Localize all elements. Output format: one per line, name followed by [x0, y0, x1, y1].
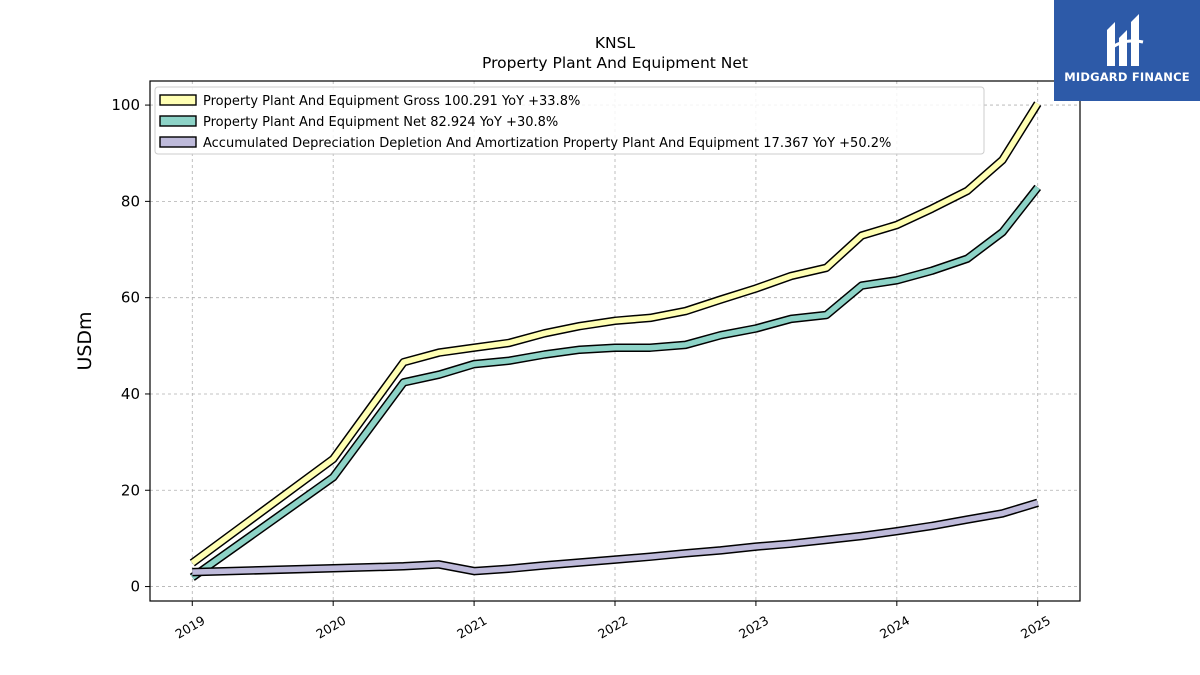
legend-swatch-2 — [159, 136, 197, 148]
x-tick-label: 2024 — [877, 613, 912, 642]
y-tick-label: 60 — [121, 289, 140, 307]
chart-title: KNSL — [595, 34, 636, 52]
series-layer — [189, 101, 1042, 581]
logo-mark-icon — [1107, 14, 1144, 66]
grid-layer — [150, 81, 1080, 601]
legend-box — [154, 86, 985, 155]
y-tick-label: 100 — [111, 96, 140, 114]
x-tick-label: 2020 — [313, 613, 348, 642]
x-tick-label: 2025 — [1018, 613, 1053, 642]
x-tick-label: 2021 — [454, 613, 489, 642]
legend-label-2: Accumulated Depreciation Depletion And A… — [203, 136, 891, 151]
legend-swatch-1 — [159, 115, 197, 127]
x-tick-label: 2022 — [595, 613, 630, 642]
x-tick-label: 2023 — [736, 613, 771, 642]
legend-label-1: Property Plant And Equipment Net 82.924 … — [203, 115, 558, 130]
y-tick-label: 20 — [121, 481, 140, 499]
midgard-finance-logo: MIDGARD FINANCE — [1054, 0, 1200, 101]
x-axis: 2019 2020 2021 2022 2023 2024 2025 — [172, 601, 1053, 642]
logo-text: MIDGARD FINANCE — [1064, 70, 1190, 84]
series-line-2 — [192, 500, 1039, 575]
y-tick-label: 40 — [121, 385, 140, 403]
y-axis-label: USDm — [74, 311, 96, 370]
chart-subtitle: Property Plant And Equipment Net — [482, 54, 748, 72]
series-line-1 — [190, 185, 1040, 580]
legend-swatch-0 — [159, 94, 197, 106]
y-axis: 0 20 40 60 80 100 — [111, 96, 150, 596]
series-line-0 — [190, 102, 1041, 566]
y-tick-label: 0 — [130, 578, 140, 596]
legend-label-0: Property Plant And Equipment Gross 100.2… — [203, 94, 580, 109]
legend: Property Plant And Equipment Gross 100.2… — [154, 86, 985, 155]
y-tick-label: 80 — [121, 192, 140, 210]
x-tick-label: 2019 — [172, 613, 207, 642]
